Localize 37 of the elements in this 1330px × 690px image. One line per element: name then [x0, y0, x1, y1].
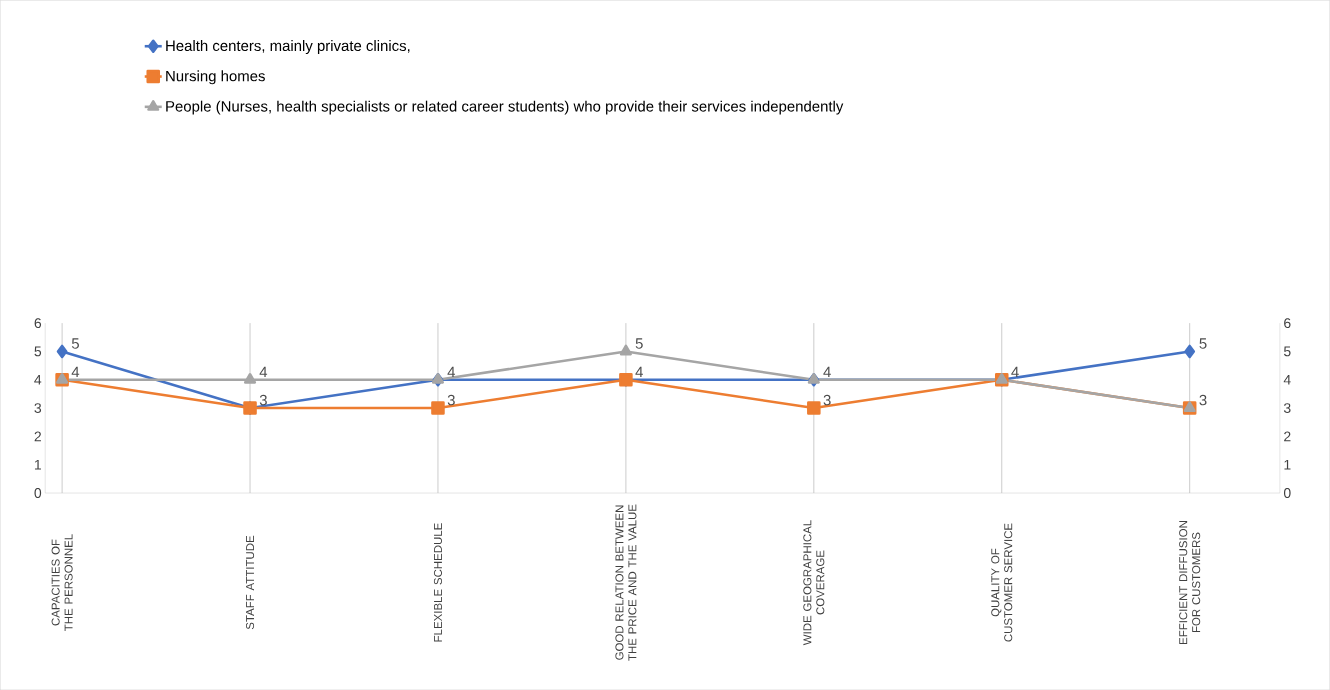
y-tick-label: 0	[34, 488, 42, 498]
x-tick-label: STAFF ATTITUDE	[245, 535, 255, 630]
data-label: 4	[1011, 366, 1019, 377]
data-label: 3	[259, 394, 267, 406]
y-tick-label: 3	[34, 403, 42, 413]
x-tick-label: QUALITY OF CUSTOMER SERVICE	[991, 523, 1013, 642]
data-label: 4	[447, 366, 456, 377]
y-tick-label: 6	[34, 318, 42, 328]
y-tick-label: 5	[34, 346, 42, 357]
y2-tick-label: 0	[1283, 488, 1291, 498]
data-label: 5	[1199, 338, 1207, 349]
data-label: 4	[71, 366, 80, 377]
data-label: 3	[1199, 394, 1207, 406]
y-tick-label: 4	[34, 374, 42, 385]
y-tick-label: 2	[34, 431, 41, 442]
data-label: 4	[823, 366, 831, 377]
y2-tick-label: 4	[1283, 374, 1291, 385]
y2-tick-label: 3	[1283, 403, 1291, 413]
x-tick-label: GOOD RELATION BETWEEN THE PRICE AND THE VALUE	[615, 504, 637, 661]
data-label: 3	[823, 394, 831, 406]
data-label: 5	[635, 338, 643, 349]
y2-tick-label: 6	[1284, 318, 1291, 328]
y2-tick-label: 1	[1284, 459, 1291, 470]
x-tick-label: EFFICIENT DIFFUSION FOR CUSTOMERS	[1179, 521, 1201, 644]
legend-label: Health centers, mainly private clinics,	[166, 39, 410, 54]
y2-tick-label: 5	[1283, 346, 1291, 357]
y2-tick-label: 2	[1284, 431, 1291, 442]
data-label: 5	[71, 338, 79, 349]
legend-label: People (Nurses, health specialists or related career students) who provide their services independently	[166, 100, 844, 115]
data-label: 4	[635, 366, 643, 377]
x-tick-label: FLEXIBLE SCHEDULE	[433, 523, 443, 642]
data-label: 4	[259, 366, 268, 377]
x-tick-label: CAPACITIES OF THE PERSONNEL	[51, 534, 73, 631]
legend-label: Nursing homes	[166, 70, 265, 85]
y-tick-label: 1	[34, 459, 41, 470]
x-tick-label: WIDE GEOGRAPHICAL COVERAGE	[803, 520, 825, 646]
data-label: 3	[447, 394, 455, 406]
